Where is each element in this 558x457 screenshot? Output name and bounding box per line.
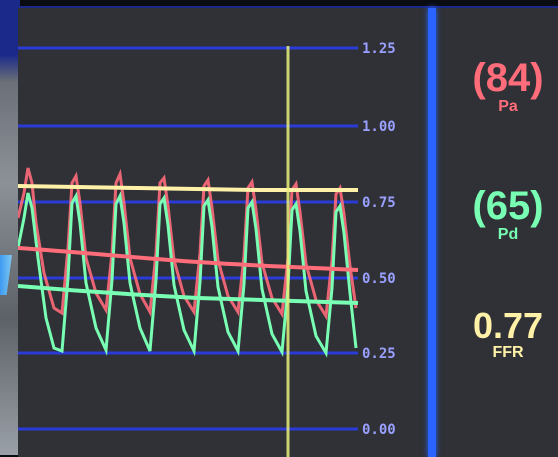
panel-divider xyxy=(428,8,436,457)
y-tick-label: 1.25 xyxy=(362,41,396,57)
pa-mean-line xyxy=(18,246,359,272)
y-tick-label: 0.50 xyxy=(362,271,396,287)
ffr-line xyxy=(18,184,359,193)
y-tick-label: 1.00 xyxy=(362,119,396,135)
pa-label: Pa xyxy=(498,98,518,115)
ffr-readout: 0.77 FFR xyxy=(448,308,558,362)
pressure-waveform-plot: 1.25 1.00 0.75 0.50 0.25 0.00 xyxy=(18,41,396,457)
pd-value: (65) xyxy=(472,184,544,228)
y-tick-label: 0.75 xyxy=(362,195,396,211)
pd-readout: (65) Pd xyxy=(448,186,558,244)
pa-waveform xyxy=(18,167,358,321)
pd-waveform xyxy=(18,191,358,358)
y-tick-label: 0.25 xyxy=(362,346,396,362)
ffr-label: FFR xyxy=(492,344,524,361)
ffr-value: 0.77 xyxy=(472,305,544,346)
pd-label: Pd xyxy=(497,226,519,243)
pa-readout: (84) Pa xyxy=(448,58,558,116)
pd-mean-line xyxy=(18,284,359,305)
pa-value: (84) xyxy=(472,56,544,100)
y-tick-label: 0.00 xyxy=(362,422,396,438)
left-background-strip xyxy=(0,0,20,455)
pressure-monitor: 1.25 1.00 0.75 0.50 0.25 0.00 (84) Pa (6… xyxy=(18,6,558,457)
